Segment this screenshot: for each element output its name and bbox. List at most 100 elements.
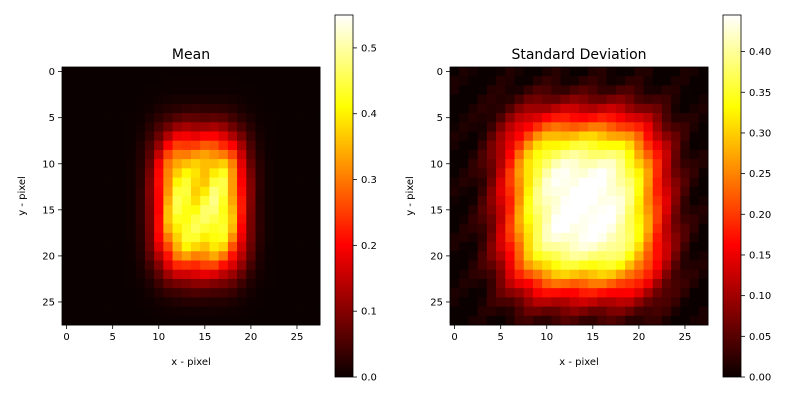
mean-heatmap-cell — [154, 177, 164, 188]
std-heatmap-cell — [532, 297, 543, 307]
std-heatmap-cell — [514, 76, 525, 86]
std-heatmap-cell — [652, 149, 663, 160]
std-heatmap-cell — [542, 94, 552, 105]
mean-heatmap-cell — [310, 315, 321, 326]
std-heatmap-cell — [468, 186, 479, 197]
std-heatmap-cell — [689, 67, 700, 77]
std-colorbar-tick-label: 0.40 — [749, 47, 771, 58]
std-heatmap-cell — [579, 297, 589, 307]
mean-heatmap-cell — [71, 232, 81, 243]
mean-heatmap-cell — [154, 315, 164, 326]
std-heatmap-cell — [671, 223, 681, 234]
mean-heatmap-cell — [108, 140, 118, 151]
std-colorbar-tick-label: 0.35 — [749, 88, 771, 99]
mean-heatmap-cell — [98, 278, 109, 289]
std-heatmap-cell — [505, 223, 515, 234]
mean-colorbar-tick-label: 0.0 — [361, 373, 377, 384]
std-heatmap-cell — [523, 140, 534, 151]
mean-heatmap-cell — [135, 122, 146, 132]
std-heatmap-cell — [532, 140, 543, 151]
mean-heatmap-cell — [283, 288, 293, 298]
mean-heatmap-cell — [163, 196, 173, 206]
std-heatmap-cell — [560, 85, 571, 96]
mean-heatmap-cell — [117, 159, 127, 169]
mean-heatmap-cell — [264, 67, 275, 77]
std-heatmap-cell — [459, 177, 469, 188]
mean-heatmap-cell — [108, 205, 118, 215]
std-heatmap-cell — [698, 103, 709, 114]
std-heatmap-cell — [532, 251, 543, 261]
std-heatmap-cell — [680, 242, 690, 252]
mean-heatmap-cell — [283, 140, 293, 151]
mean-heatmap-cell — [108, 196, 118, 206]
std-heatmap-cell — [569, 85, 580, 96]
mean-colorbar-tick-label: 0.4 — [361, 109, 377, 120]
mean-heatmap-cell — [62, 223, 72, 234]
mean-heatmap-cell — [172, 85, 183, 96]
mean-heatmap-cell — [264, 168, 275, 178]
std-heatmap-cell — [569, 67, 580, 77]
mean-heatmap-cell — [126, 85, 137, 96]
std-heatmap-cell — [560, 186, 571, 197]
mean-heatmap-cell — [200, 186, 210, 197]
std-heatmap-cell — [588, 131, 598, 142]
mean-heatmap-cell — [172, 223, 183, 234]
mean-heatmap-cell — [255, 251, 266, 261]
mean-heatmap-cell — [154, 269, 164, 280]
mean-heatmap-cell — [62, 251, 72, 261]
mean-heatmap-cell — [117, 103, 127, 114]
std-heatmap-cell — [625, 131, 635, 142]
std-heatmap-cell — [597, 315, 608, 326]
std-heatmap-cell — [671, 260, 681, 271]
mean-heatmap-cell — [292, 67, 302, 77]
std-heatmap-cell — [625, 196, 635, 206]
std-heatmap-cell — [615, 260, 626, 271]
mean-heatmap-cell — [98, 214, 109, 225]
mean-heatmap-cell — [71, 242, 81, 252]
std-heatmap-cell — [514, 149, 525, 160]
std-y-axis-label: y - pixel — [405, 176, 416, 216]
std-colorbar-tick-label: 0.15 — [749, 250, 771, 261]
std-heatmap-cell — [486, 242, 497, 252]
mean-heatmap-cell — [154, 94, 164, 105]
std-heatmap-cell — [698, 288, 709, 298]
mean-heatmap-cell — [98, 297, 109, 307]
mean-heatmap-cell — [108, 186, 118, 197]
mean-heatmap-cell — [117, 168, 127, 178]
mean-heatmap-cell — [172, 297, 183, 307]
std-heatmap-cell — [634, 168, 644, 178]
mean-heatmap-cell — [310, 297, 321, 307]
mean-heatmap-cell — [71, 159, 81, 169]
mean-heatmap-cell — [237, 306, 247, 317]
std-heatmap-cell — [661, 251, 672, 261]
mean-y-tick-label: 15 — [42, 205, 55, 216]
std-heatmap-cell — [505, 140, 515, 151]
std-heatmap-cell — [588, 103, 598, 114]
mean-heatmap-cell — [218, 113, 229, 123]
std-heatmap-cell — [505, 177, 515, 188]
mean-heatmap-cell — [292, 131, 302, 142]
mean-heatmap-cell — [98, 76, 109, 86]
mean-heatmap-cell — [126, 260, 137, 271]
mean-heatmap-cell — [301, 103, 312, 114]
mean-heatmap-cell — [117, 196, 127, 206]
mean-heatmap-cell — [80, 94, 91, 105]
std-heatmap-cell — [560, 251, 571, 261]
std-heatmap-cell — [496, 223, 506, 234]
mean-heatmap — [62, 67, 321, 326]
std-heatmap-cell — [551, 196, 561, 206]
mean-heatmap-cell — [218, 85, 229, 96]
std-heatmap-cell — [689, 122, 700, 132]
mean-heatmap-cell — [264, 177, 275, 188]
mean-colorbar-tick-label: 0.5 — [361, 43, 377, 54]
std-heatmap-cell — [468, 223, 479, 234]
mean-heatmap-cell — [154, 223, 164, 234]
mean-heatmap-cell — [144, 67, 155, 77]
std-heatmap-cell — [514, 242, 525, 252]
mean-heatmap-cell — [154, 260, 164, 271]
mean-heatmap-cell — [62, 288, 72, 298]
std-heatmap-cell — [597, 232, 608, 243]
std-heatmap-cell — [551, 214, 561, 225]
mean-heatmap-cell — [98, 205, 109, 215]
std-heatmap-cell — [661, 113, 672, 123]
